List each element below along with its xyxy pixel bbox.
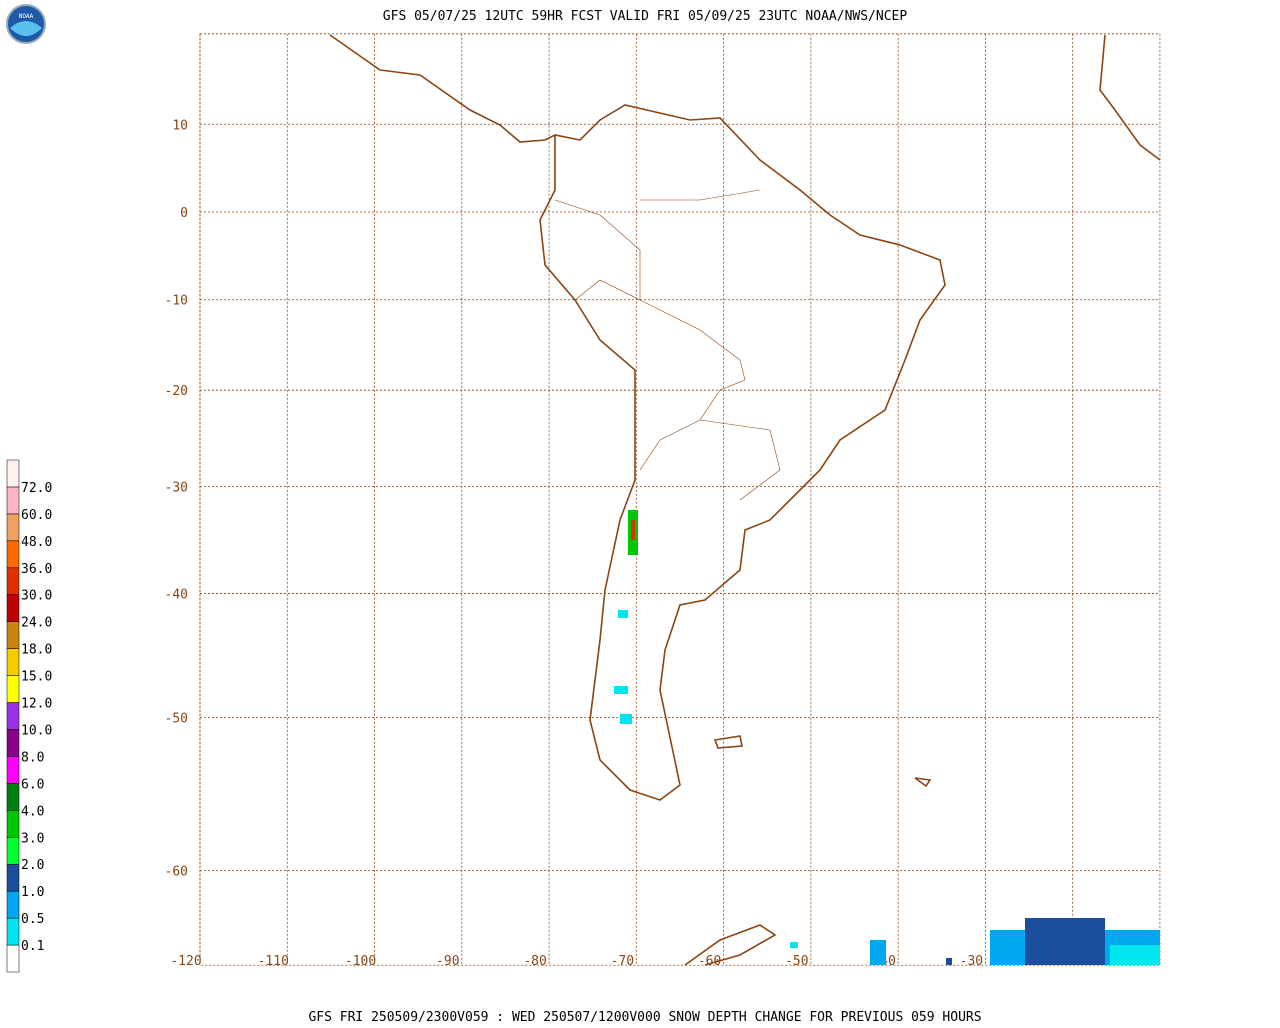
legend-swatch xyxy=(6,756,20,784)
lon-label: -100 xyxy=(345,954,376,969)
legend-label: 18.0 xyxy=(21,643,52,658)
legend-label: 0.1 xyxy=(21,939,44,954)
legend-label: 1.0 xyxy=(21,885,44,900)
legend-swatch xyxy=(6,594,20,622)
legend-swatch xyxy=(6,890,20,919)
legend-swatch xyxy=(6,863,20,892)
map-frame xyxy=(199,33,1161,966)
legend-label: 72.0 xyxy=(21,481,52,496)
legend-label: 0.5 xyxy=(21,912,44,927)
lon-label: -120 xyxy=(170,954,201,969)
noaa-logo: NOAA xyxy=(6,4,46,44)
lat-label: -10 xyxy=(165,294,188,309)
svg-text:NOAA: NOAA xyxy=(19,13,34,20)
grid: 10 0 -10 -20 -30 -40 -50 -60 -120 -110 -100 -90 -80 -… xyxy=(165,33,1161,969)
legend-label: 30.0 xyxy=(21,589,52,604)
legend-swatch xyxy=(6,837,20,865)
legend-swatch xyxy=(6,648,20,676)
legend-swatch xyxy=(6,567,20,595)
lat-label: 0 xyxy=(180,206,188,221)
legend-label: 3.0 xyxy=(21,831,44,846)
legend-label: 15.0 xyxy=(21,670,52,685)
legend-swatch xyxy=(6,459,20,488)
legend-swatch xyxy=(6,621,20,649)
legend-swatch xyxy=(6,540,20,569)
lon-label: -90 xyxy=(436,954,459,969)
legend-swatch xyxy=(6,513,20,542)
lat-label: -20 xyxy=(165,384,188,399)
legend: 0.1 0.5 1.0 2.0 3.0 4.0 6.0 8.0 10.0 12.0 15.0 18.0… xyxy=(6,459,52,973)
legend-label: 12.0 xyxy=(21,697,52,712)
lat-label: -50 xyxy=(165,711,188,726)
lon-label: -30 xyxy=(960,954,983,969)
legend-label: 10.0 xyxy=(21,723,52,738)
lon-label: -60 xyxy=(698,954,721,969)
snow-areas xyxy=(614,510,1160,965)
legend-swatch xyxy=(6,486,20,515)
lon-label: -80 xyxy=(523,954,546,969)
legend-label: 60.0 xyxy=(21,508,52,523)
legend-swatch xyxy=(6,702,20,730)
legend-label: 48.0 xyxy=(21,535,52,550)
lon-label: -110 xyxy=(258,954,289,969)
legend-swatch xyxy=(6,944,20,973)
coastlines xyxy=(329,34,1161,966)
legend-label: 24.0 xyxy=(21,616,52,631)
legend-label: 36.0 xyxy=(21,562,52,577)
legend-swatch xyxy=(6,783,20,811)
legend-swatch xyxy=(6,810,20,838)
lon-label: -70 xyxy=(611,954,634,969)
lat-label: -60 xyxy=(165,864,188,879)
legend-swatch xyxy=(6,675,20,703)
lat-label: 10 xyxy=(172,118,188,133)
footer: GFS FRI 250509/2300V059 : WED 250507/120… xyxy=(308,1010,981,1024)
legend-label: 6.0 xyxy=(21,777,44,792)
legend-label: 4.0 xyxy=(21,804,44,819)
title: GFS 05/07/25 12UTC 59HR FCST VALID FRI 0… xyxy=(383,9,908,24)
legend-label: 8.0 xyxy=(21,750,44,765)
lon-label: -50 xyxy=(785,954,808,969)
legend-swatch xyxy=(6,729,20,757)
lat-label: -40 xyxy=(165,587,188,602)
borders xyxy=(554,189,781,501)
legend-label: 2.0 xyxy=(21,858,44,873)
legend-swatch xyxy=(6,917,20,946)
lat-label: -30 xyxy=(165,481,188,496)
